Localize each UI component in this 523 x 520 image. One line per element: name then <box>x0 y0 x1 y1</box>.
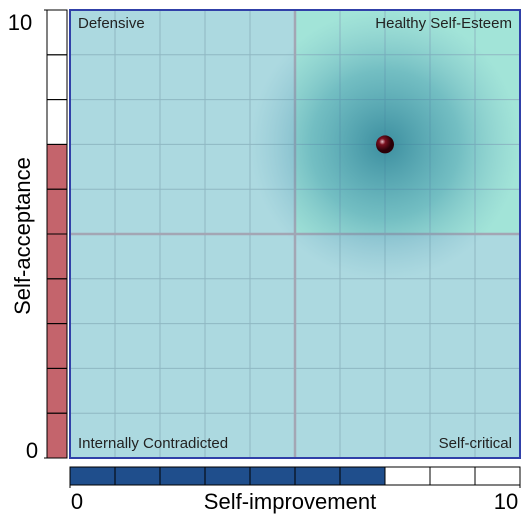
x-axis-title: Self-improvement <box>204 489 376 514</box>
quadrant-label: Defensive <box>78 15 145 32</box>
y-tick-label: 10 <box>8 10 32 35</box>
x-tick-label: 0 <box>71 489 83 514</box>
quadrant-label: Self-critical <box>439 435 512 452</box>
x-bar <box>70 467 385 485</box>
y-bar <box>47 144 67 458</box>
y-tick-label: 0 <box>26 438 38 463</box>
plot-border <box>69 9 521 459</box>
quadrant-label: Internally Contradicted <box>78 435 228 452</box>
point <box>376 135 394 154</box>
y-bar-cell <box>46 412 68 459</box>
quadrant-label: Healthy Self-Esteem <box>375 15 512 32</box>
x-bar-cell <box>474 466 521 486</box>
x-tick-label: 10 <box>494 489 518 514</box>
y-axis-title: Self-acceptance <box>10 157 35 315</box>
